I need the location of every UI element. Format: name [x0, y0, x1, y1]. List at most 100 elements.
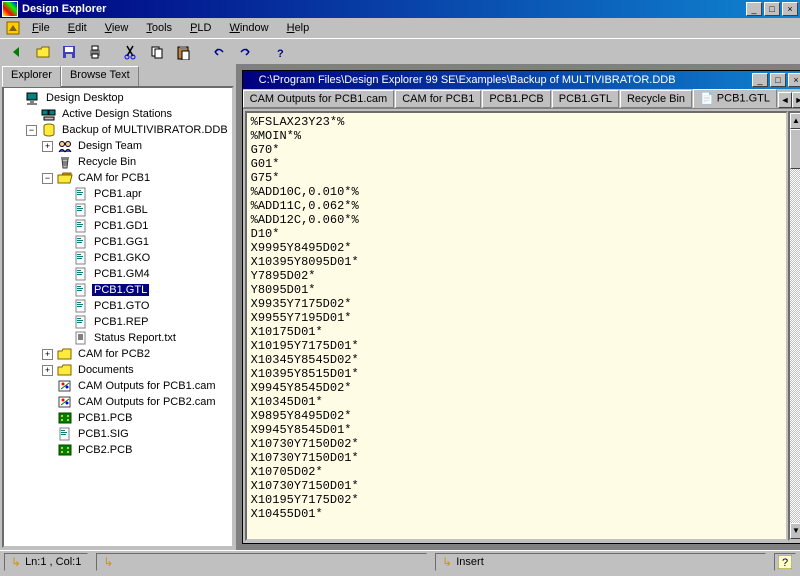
tree-docs[interactable]: +Documents [6, 362, 230, 378]
copy-button[interactable] [146, 41, 168, 63]
nav-back-button[interactable] [6, 41, 28, 63]
tree-file[interactable]: PCB1.REP [6, 314, 230, 330]
scroll-thumb[interactable] [790, 129, 800, 169]
tree-root[interactable]: Design Desktop [6, 90, 230, 106]
tree-icon [73, 235, 89, 249]
document-window: C:\Program Files\Design Explorer 99 SE\E… [242, 70, 800, 544]
doc-close-button[interactable]: × [788, 73, 800, 87]
tree-icon [25, 91, 41, 105]
tree-sig[interactable]: PCB1.SIG [6, 426, 230, 442]
tree-cam-output[interactable]: CAM Outputs for PCB2.cam [6, 394, 230, 410]
tree-label: CAM for PCB1 [76, 172, 152, 184]
undo-button[interactable] [208, 41, 230, 63]
tree-recycle[interactable]: Recycle Bin [6, 154, 230, 170]
tree-backup[interactable]: −Backup of MULTIVIBRATOR.DDB [6, 122, 230, 138]
doc-tab[interactable]: PCB1.PCB [482, 90, 550, 108]
tree-view[interactable]: Design DesktopActive Design Stations−Bac… [2, 86, 234, 548]
tree-icon [57, 139, 73, 153]
close-button[interactable]: × [782, 2, 798, 16]
tree-team[interactable]: + Design Team [6, 138, 230, 154]
system-menu-icon[interactable] [6, 21, 22, 35]
scroll-track[interactable] [790, 129, 800, 523]
tree-icon [57, 395, 73, 409]
open-button[interactable] [32, 41, 54, 63]
vertical-scrollbar[interactable]: ▲ ▼ [788, 111, 800, 541]
svg-text:?: ? [782, 557, 788, 569]
tree-label: PCB1.GD1 [92, 220, 150, 232]
menu-tools[interactable]: Tools [138, 20, 180, 36]
tree-label: Design Team [76, 140, 144, 152]
tree-file[interactable]: PCB1.GBL [6, 202, 230, 218]
tree-stations[interactable]: Active Design Stations [6, 106, 230, 122]
paste-button[interactable] [172, 41, 194, 63]
tree-icon [73, 203, 89, 217]
collapse-button[interactable]: − [42, 173, 53, 184]
cut-button[interactable] [120, 41, 142, 63]
scroll-up-button[interactable]: ▲ [790, 113, 800, 129]
tree-icon [57, 427, 73, 441]
explorer-tabs: Explorer Browse Text [2, 66, 234, 86]
tab-scroll-right[interactable]: ► [792, 92, 800, 108]
menu-file[interactable]: File [24, 20, 58, 36]
tree-file[interactable]: PCB1.GKO [6, 250, 230, 266]
redo-button[interactable] [234, 41, 256, 63]
tree-icon [57, 171, 73, 185]
tab-scroll-left[interactable]: ◄ [778, 92, 792, 108]
tree-file[interactable]: PCB1.apr [6, 186, 230, 202]
tree-file[interactable]: PCB1.GG1 [6, 234, 230, 250]
menu-window[interactable]: Window [221, 20, 276, 36]
tree-icon [73, 315, 89, 329]
tree-cam-output[interactable]: CAM Outputs for PCB1.cam [6, 378, 230, 394]
doc-tab-active[interactable]: 📄 PCB1.GTL [693, 89, 777, 108]
tree-label: PCB1.GM4 [92, 268, 152, 280]
menu-view[interactable]: View [97, 20, 137, 36]
expand-button[interactable]: + [42, 349, 53, 360]
doc-tab[interactable]: PCB1.GTL [552, 90, 619, 108]
print-button[interactable] [84, 41, 106, 63]
tree-label: Status Report.txt [92, 332, 178, 344]
tree-file[interactable]: PCB1.GTO [6, 298, 230, 314]
tree-pcb[interactable]: PCB1.PCB [6, 410, 230, 426]
doc-tab[interactable]: CAM for PCB1 [395, 90, 481, 108]
tree-file[interactable]: PCB1.GM4 [6, 266, 230, 282]
tree-icon [73, 267, 89, 281]
maximize-button[interactable]: □ [764, 2, 780, 16]
document-titlebar: C:\Program Files\Design Explorer 99 SE\E… [243, 71, 800, 89]
tree-label: PCB1.REP [92, 316, 150, 328]
tab-browse-text[interactable]: Browse Text [61, 66, 139, 86]
main-area: Explorer Browse Text Design DesktopActiv… [0, 64, 800, 550]
doc-tab[interactable]: Recycle Bin [620, 90, 692, 108]
app-icon [2, 1, 18, 17]
tree-icon [57, 379, 73, 393]
help-button[interactable]: ? [270, 41, 292, 63]
tree-label: PCB1.apr [92, 188, 144, 200]
tree-file[interactable]: PCB1.GD1 [6, 218, 230, 234]
menu-edit[interactable]: Edit [60, 20, 95, 36]
main-titlebar: Design Explorer _ □ × [0, 0, 800, 18]
expand-button[interactable]: + [42, 141, 53, 152]
expand-button[interactable]: + [42, 365, 53, 376]
cursor-position: Ln:1 , Col:1 [25, 556, 81, 568]
status-help[interactable]: ? [774, 553, 796, 571]
doc-maximize-button[interactable]: □ [770, 73, 786, 87]
text-editor[interactable]: %FSLAX23Y23*% %MOIN*% G70* G01* G75* %AD… [245, 111, 788, 541]
scroll-down-button[interactable]: ▼ [790, 523, 800, 539]
collapse-button[interactable]: − [26, 125, 37, 136]
menu-pld[interactable]: PLD [182, 20, 219, 36]
tab-explorer[interactable]: Explorer [2, 66, 61, 87]
tree-file[interactable]: PCB1.GTL [6, 282, 230, 298]
menu-help[interactable]: Help [279, 20, 318, 36]
tree-label: PCB1.GKO [92, 252, 152, 264]
tree-pcb[interactable]: PCB2.PCB [6, 442, 230, 458]
tree-icon [73, 283, 89, 297]
doc-minimize-button[interactable]: _ [752, 73, 768, 87]
save-button[interactable] [58, 41, 80, 63]
doc-tab[interactable]: CAM Outputs for PCB1.cam [243, 90, 395, 108]
tree-label: CAM Outputs for PCB2.cam [76, 396, 218, 408]
minimize-button[interactable]: _ [746, 2, 762, 16]
tree-file[interactable]: Status Report.txt [6, 330, 230, 346]
tree-icon [57, 411, 73, 425]
tree-cam1[interactable]: − CAM for PCB1 [6, 170, 230, 186]
tree-icon [57, 443, 73, 457]
tree-cam2[interactable]: +CAM for PCB2 [6, 346, 230, 362]
